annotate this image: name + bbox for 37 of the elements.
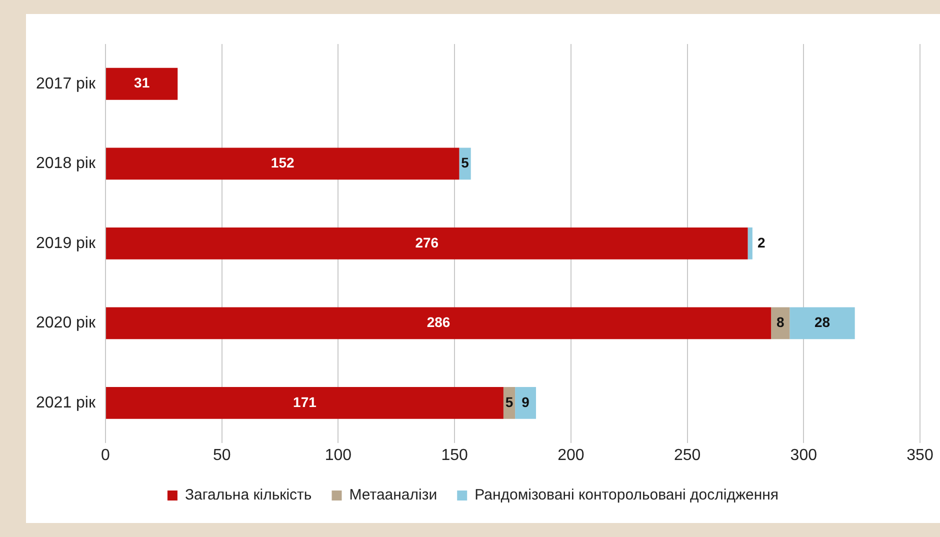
data-label: 28 xyxy=(814,314,830,330)
legend-label: Метааналізи xyxy=(349,486,438,504)
bar xyxy=(106,227,748,260)
x-tick-label: 250 xyxy=(674,446,701,464)
x-tick-label: 50 xyxy=(212,446,231,464)
x-tick-label: 0 xyxy=(101,446,110,464)
data-label: 5 xyxy=(461,154,470,170)
legend-label: Загальна кількість xyxy=(184,486,312,504)
data-label: 9 xyxy=(522,394,530,410)
y-tick-label: 2019 рік xyxy=(36,234,96,252)
data-label: 8 xyxy=(776,314,784,330)
data-label: 171 xyxy=(293,394,317,410)
data-label: 5 xyxy=(505,394,514,410)
y-tick-label: 2020 рік xyxy=(36,314,96,332)
data-label: 286 xyxy=(426,314,450,330)
y-tick-label: 2018 рік xyxy=(36,155,96,172)
data-label: 31 xyxy=(134,74,150,91)
bar xyxy=(106,386,504,419)
bar xyxy=(515,386,536,419)
bar xyxy=(790,307,855,340)
y-tick-label: 2017 рік xyxy=(36,75,96,92)
bar xyxy=(106,307,772,340)
data-label: 2 xyxy=(757,234,766,250)
bar xyxy=(106,68,178,100)
bar xyxy=(748,227,752,260)
bar xyxy=(771,307,790,340)
x-tick-label: 350 xyxy=(906,446,934,464)
x-tick-label: 100 xyxy=(324,446,352,464)
legend-label: Рандомізовані конторольовані дослідження xyxy=(474,486,779,504)
x-tick-label: 200 xyxy=(558,446,584,464)
data-label: 276 xyxy=(415,234,439,250)
x-tick-label: 150 xyxy=(441,446,468,464)
x-tick-label: 300 xyxy=(790,446,818,464)
bar xyxy=(459,148,471,180)
bar xyxy=(106,148,460,180)
data-label: 152 xyxy=(270,154,294,170)
y-tick-label: 2021 рік xyxy=(36,394,96,412)
